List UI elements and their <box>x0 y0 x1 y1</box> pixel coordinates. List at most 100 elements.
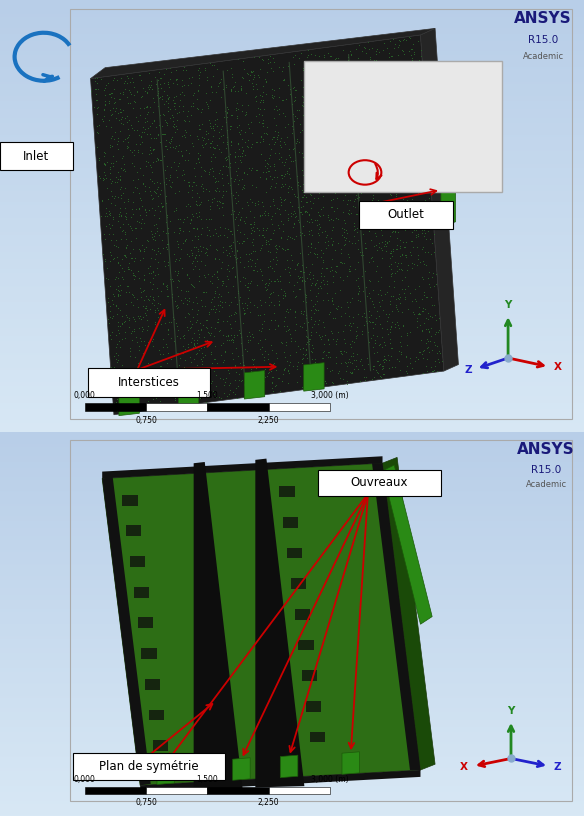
Point <box>166 180 176 193</box>
Point <box>193 324 203 337</box>
Point <box>352 325 361 338</box>
Point <box>336 73 345 86</box>
Point <box>113 166 123 179</box>
Point <box>237 149 246 162</box>
Point <box>135 101 145 114</box>
Point <box>280 361 290 375</box>
Point <box>170 186 179 199</box>
Point <box>291 48 300 61</box>
Point <box>106 139 115 152</box>
Point <box>250 256 259 269</box>
Point <box>210 252 220 265</box>
Point <box>277 156 286 169</box>
Point <box>134 312 144 325</box>
Point <box>145 82 154 95</box>
Point <box>241 210 251 223</box>
Point <box>323 238 332 251</box>
Point <box>298 100 307 113</box>
Point <box>353 225 362 238</box>
Point <box>117 71 126 84</box>
Point <box>210 184 220 197</box>
Bar <box>153 740 168 751</box>
Point <box>368 329 377 342</box>
Point <box>138 284 148 297</box>
Point <box>361 314 371 327</box>
Point <box>156 197 165 210</box>
Point <box>357 167 367 180</box>
Point <box>314 227 323 240</box>
Point <box>102 78 111 91</box>
Point <box>234 367 244 380</box>
Point <box>231 366 241 379</box>
Point <box>207 162 217 175</box>
Point <box>342 129 352 142</box>
Point <box>306 47 315 60</box>
Point <box>253 197 263 211</box>
Point <box>298 295 308 308</box>
Point <box>393 169 402 182</box>
Point <box>150 95 159 109</box>
Point <box>228 244 237 257</box>
Point <box>248 126 257 140</box>
Point <box>248 73 258 86</box>
Point <box>194 78 204 91</box>
Point <box>234 379 243 392</box>
Point <box>245 69 255 82</box>
Point <box>112 175 121 188</box>
Point <box>116 202 125 215</box>
Point <box>147 363 157 376</box>
Point <box>392 119 401 132</box>
Point <box>422 322 431 335</box>
Point <box>376 357 385 370</box>
Point <box>338 73 347 86</box>
Point <box>135 309 145 322</box>
Point <box>298 150 308 163</box>
Point <box>222 151 231 164</box>
Point <box>291 323 300 336</box>
Point <box>386 270 395 283</box>
Point <box>256 343 265 356</box>
Point <box>388 129 398 142</box>
Point <box>145 140 154 153</box>
Point <box>399 214 408 227</box>
Point <box>162 237 172 251</box>
Point <box>206 275 215 288</box>
Point <box>244 255 253 268</box>
Point <box>422 118 431 131</box>
Point <box>237 146 246 159</box>
Point <box>427 365 437 378</box>
Point <box>324 137 333 150</box>
Bar <box>126 526 141 536</box>
Point <box>159 68 168 81</box>
Point <box>315 155 325 168</box>
Point <box>249 366 258 379</box>
Point <box>200 270 209 283</box>
Point <box>263 53 272 66</box>
Point <box>321 262 331 275</box>
Point <box>350 220 359 233</box>
Point <box>259 230 268 243</box>
Point <box>273 274 283 287</box>
Point <box>291 209 300 222</box>
Point <box>276 232 285 245</box>
Point <box>397 199 406 212</box>
Point <box>174 227 183 240</box>
Point <box>256 325 266 338</box>
Point <box>214 313 223 326</box>
Point <box>316 135 325 148</box>
Point <box>377 148 386 161</box>
Point <box>215 75 225 88</box>
Point <box>188 96 197 109</box>
Point <box>266 364 276 377</box>
Bar <box>146 403 207 411</box>
Point <box>384 362 394 375</box>
Point <box>370 162 379 175</box>
Point <box>176 283 186 296</box>
Point <box>210 118 220 131</box>
Point <box>400 291 409 304</box>
Point <box>181 64 190 77</box>
Point <box>121 250 130 263</box>
Point <box>114 210 123 223</box>
Point <box>243 373 252 386</box>
Point <box>412 180 422 193</box>
